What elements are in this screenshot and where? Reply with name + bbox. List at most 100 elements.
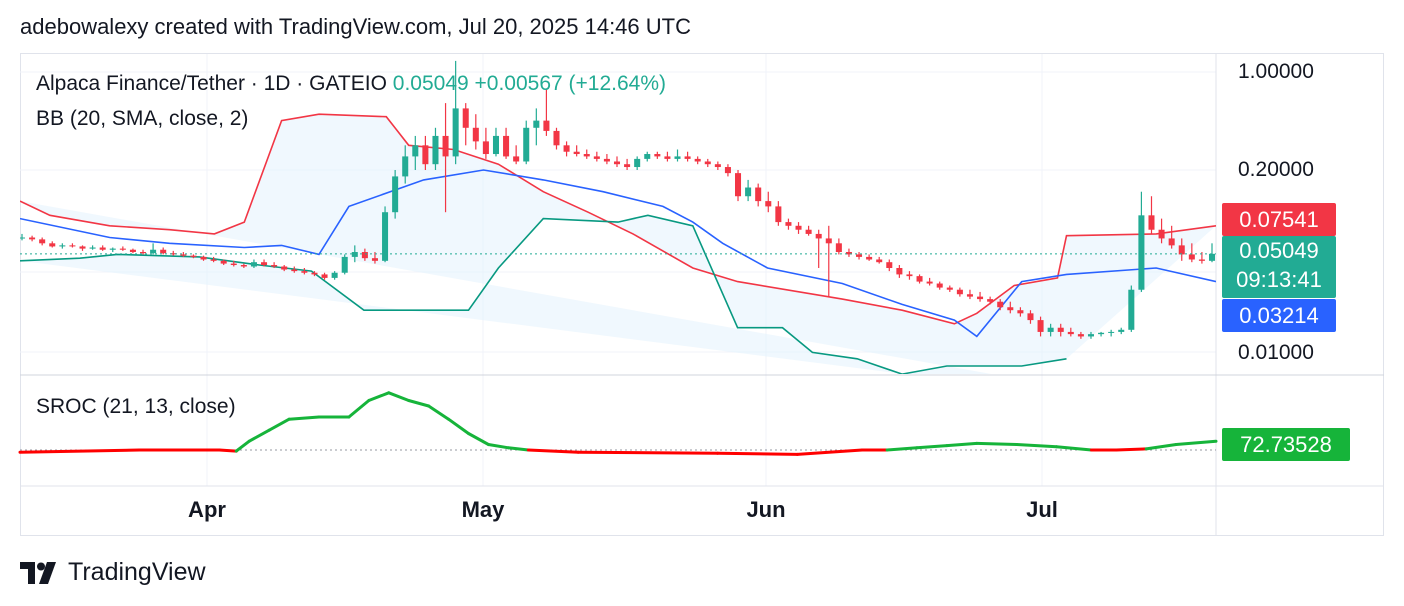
tradingview-branding[interactable]: TradingView [20, 558, 206, 587]
candle-body [755, 187, 762, 202]
candle-body [815, 233, 822, 239]
candle-body [694, 158, 701, 162]
price-tick-label: 0.01000 [1238, 341, 1314, 364]
candle-body [1027, 313, 1034, 321]
candle-body [1198, 259, 1205, 261]
candle-body [1178, 245, 1185, 255]
candle-body [99, 247, 106, 250]
sroc-line-segment [1174, 439, 1218, 446]
candle-body [412, 145, 419, 157]
bb-upper-line [20, 113, 1216, 325]
bb-lower-line [20, 214, 1067, 374]
candle-body [856, 254, 863, 257]
candle-body [472, 127, 479, 142]
candle-body [583, 154, 590, 157]
candle-body [382, 212, 389, 261]
candle-body [946, 287, 953, 290]
chart-frame[interactable] [20, 53, 1384, 536]
candle-body [987, 299, 994, 302]
sroc-line-segment [234, 439, 251, 453]
sroc-line-segment [915, 444, 949, 450]
bb-upper-badge: 0.07541 [1222, 203, 1336, 236]
candle-body [422, 145, 429, 165]
candle-body [624, 164, 631, 168]
candle-body [674, 156, 681, 159]
candle-body [906, 274, 913, 277]
candle-body [714, 164, 721, 168]
candle-body [563, 145, 570, 152]
candle-body [977, 296, 984, 300]
symbol-legend[interactable]: Alpaca Finance/Tether · 1D · GATEIO 0.05… [36, 72, 666, 96]
sroc-line-segment [1015, 443, 1059, 449]
candle-body [795, 225, 802, 230]
candle-body [573, 151, 580, 155]
candle-body [79, 246, 86, 249]
tradingview-brand-text: TradingView [68, 558, 206, 586]
candle-body [200, 256, 207, 260]
candle-body [432, 135, 439, 165]
candle-body [775, 206, 782, 223]
time-tick-label: Apr [188, 497, 226, 522]
candle-body [170, 253, 177, 255]
candle-body [724, 167, 731, 174]
sroc-line-segment [347, 399, 371, 419]
symbol-name: Alpaca Finance/Tether · 1D · GATEIO [36, 72, 387, 95]
candle-body [876, 259, 883, 263]
sroc-line-segment [447, 417, 470, 435]
sroc-line-segment [945, 441, 979, 448]
candle-body [936, 283, 943, 288]
bb-basis-line [20, 169, 1216, 338]
candle-body [351, 252, 358, 257]
candle-body [311, 272, 318, 275]
candle-body [1158, 229, 1165, 239]
candle-body [745, 187, 752, 197]
candle-body [341, 256, 348, 273]
candle-body [644, 154, 651, 159]
sroc-line-segment [885, 446, 919, 452]
candle-body [956, 289, 963, 295]
candle-body [916, 276, 923, 282]
candle-body [1047, 327, 1054, 332]
sroc-line-segment [18, 448, 142, 454]
candle-body [482, 141, 489, 155]
candle-body [210, 259, 217, 261]
candle-body [765, 201, 772, 207]
sroc-line-segment [506, 446, 530, 452]
candle-body [1087, 334, 1094, 337]
candle-body [684, 156, 691, 159]
candle-body [49, 243, 56, 247]
sroc-line-segment [795, 448, 864, 456]
sroc-legend[interactable]: SROC (21, 13, close) [36, 395, 236, 418]
candle-body [190, 255, 197, 257]
sroc-value-badge: 72.73528 [1222, 428, 1350, 461]
candle-body [402, 156, 409, 177]
candle-body [654, 154, 661, 157]
candle-body [1098, 332, 1105, 335]
candle-body [664, 156, 671, 159]
candle-body [1208, 253, 1216, 261]
candle-body [845, 252, 852, 255]
candle-body [593, 156, 600, 159]
candle-body [271, 265, 278, 267]
legend-last-price: 0.05049 [392, 72, 469, 95]
candle-body [119, 248, 126, 250]
candle-body [1118, 329, 1125, 332]
candle-body [835, 243, 842, 253]
candle-body [735, 173, 742, 197]
candle-body [1017, 310, 1024, 314]
candle-body [997, 301, 1004, 308]
candle-body [543, 120, 550, 131]
legend-change: +0.00567 (+12.64%) [474, 72, 667, 95]
candle-body [129, 249, 136, 253]
candle-body [896, 268, 903, 275]
candle-body [1128, 289, 1135, 330]
time-tick-label: Jul [1026, 497, 1058, 522]
candle-body [261, 262, 268, 266]
bb-legend[interactable]: BB (20, SMA, close, 2) [36, 107, 249, 130]
sroc-line-segment [526, 448, 580, 454]
candle-body [492, 135, 499, 155]
candle-body [1108, 331, 1115, 333]
sroc-line-segment [576, 450, 720, 455]
sroc-line-segment [247, 428, 271, 443]
